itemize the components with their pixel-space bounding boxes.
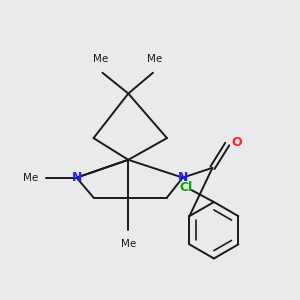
Text: Me: Me [121, 238, 136, 249]
Text: Me: Me [93, 54, 109, 64]
Text: Cl: Cl [179, 181, 192, 194]
Text: Me: Me [23, 172, 38, 183]
Text: Me: Me [147, 54, 162, 64]
Text: N: N [178, 171, 188, 184]
Text: O: O [231, 136, 242, 149]
Text: N: N [71, 171, 82, 184]
